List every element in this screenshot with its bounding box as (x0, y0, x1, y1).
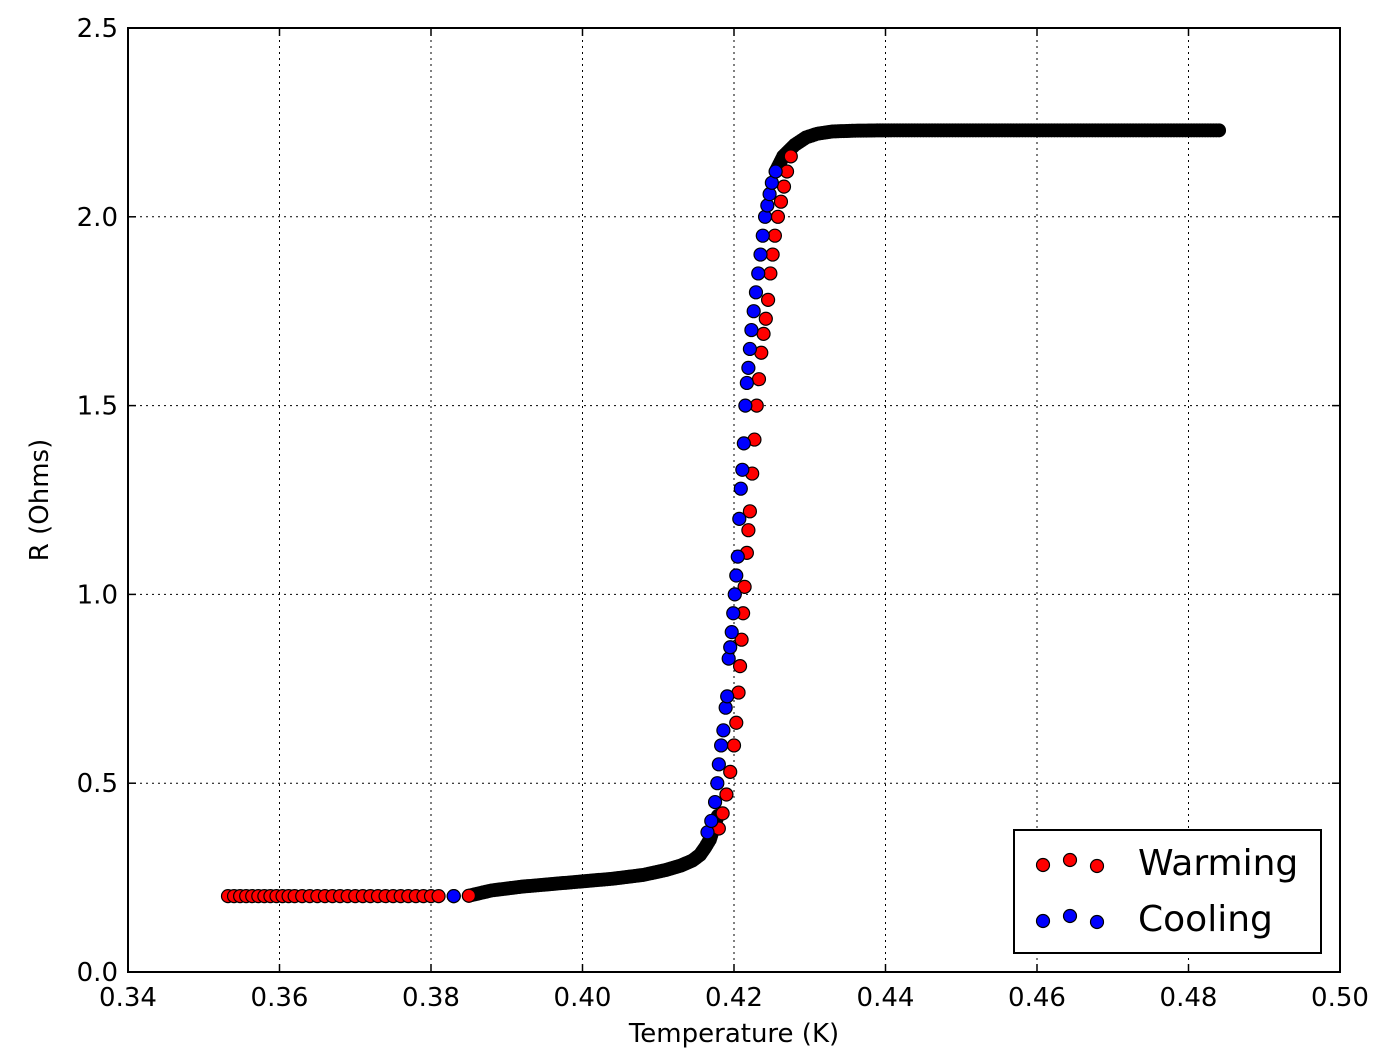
cooling-point (716, 723, 731, 738)
warming-point (729, 715, 744, 730)
cooling-point (724, 625, 739, 640)
warming-point (737, 579, 752, 594)
warming-point (767, 228, 783, 243)
warming-point (760, 292, 776, 307)
y-tick-label: 1.5 (77, 392, 118, 422)
x-tick-label: 0.34 (99, 983, 157, 1013)
warming-point (776, 179, 792, 194)
cooling-point (710, 776, 725, 791)
cooling-point (748, 285, 764, 300)
warming-point (756, 326, 771, 341)
warming-point (715, 806, 730, 821)
warming-point (770, 209, 786, 224)
y-tick-label: 1.0 (77, 580, 118, 610)
cooling-point (711, 757, 726, 772)
cooling-point (760, 198, 775, 213)
warming-point (726, 738, 742, 753)
x-tick-label: 0.50 (1311, 983, 1369, 1013)
x-tick-label: 0.38 (402, 983, 460, 1013)
x-tick-label: 0.46 (1008, 983, 1066, 1013)
cooling-point (742, 341, 758, 357)
legend: Warming Cooling (1013, 829, 1322, 954)
legend-label-warming: Warming (1138, 843, 1298, 884)
warming-point (751, 372, 767, 387)
legend-box (1013, 829, 1322, 954)
legend-label-cooling: Cooling (1138, 899, 1273, 940)
cooling-point (733, 481, 748, 496)
warming-point (773, 194, 789, 209)
legend-marker-cooling (1089, 914, 1105, 930)
legend-marker-warming (1089, 858, 1105, 874)
cooling-point (741, 360, 756, 375)
cooling-point (757, 209, 773, 224)
y-tick-label: 2.5 (77, 14, 118, 44)
cooling-point (738, 398, 753, 413)
warming-point (431, 889, 446, 904)
data-points (220, 123, 1227, 904)
x-tick-label: 0.40 (554, 983, 612, 1013)
cooling-point (714, 738, 729, 753)
y-tick-labels: 0.0 0.5 1.0 1.5 2.0 2.5 (77, 14, 118, 988)
x-tick-labels: 0.34 0.36 0.38 0.40 0.42 0.44 0.46 0.48 0.50 (99, 983, 1369, 1013)
warming-point (732, 659, 748, 674)
warming-point (741, 523, 756, 538)
cooling-point (704, 813, 719, 829)
warming-point (758, 311, 773, 326)
cooling-point (762, 187, 777, 202)
warming-point (783, 149, 798, 164)
cooling-point (720, 689, 735, 704)
warming-point (723, 764, 738, 779)
cooling-point (732, 511, 747, 526)
cooling-point (707, 794, 723, 810)
cooling-point (739, 375, 754, 391)
legend-marker-cooling (1035, 913, 1051, 929)
warming-point (461, 888, 476, 903)
cooling-point (727, 587, 742, 602)
cooling-point (736, 436, 751, 451)
cooling-point (726, 606, 741, 621)
x-tick-label: 0.44 (857, 983, 915, 1013)
y-tick-label: 2.0 (77, 203, 118, 233)
overlap-point (1212, 123, 1227, 138)
cooling-point (753, 247, 768, 262)
warming-point (719, 787, 734, 802)
cooling-point (729, 568, 744, 583)
axis-ticks (127, 27, 1341, 973)
cooling-point (730, 549, 745, 564)
cooling-point (751, 266, 766, 281)
warming-point (734, 632, 749, 647)
cooling-point (768, 164, 783, 179)
x-tick-label: 0.48 (1160, 983, 1218, 1013)
x-tick-label: 0.42 (705, 983, 763, 1013)
cooling-point (735, 462, 750, 477)
cooling-point (746, 304, 761, 319)
legend-marker-warming (1062, 852, 1078, 868)
cooling-point (744, 322, 759, 338)
cooling-point (446, 889, 461, 904)
warming-point (742, 504, 758, 519)
warming-point (763, 266, 778, 281)
legend-marker-warming (1035, 857, 1051, 873)
warming-point (765, 247, 780, 262)
legend-marker-cooling (1062, 908, 1078, 924)
x-tick-label: 0.36 (251, 983, 309, 1013)
y-axis-label: R (Ohms) (25, 439, 55, 561)
y-tick-label: 0.5 (77, 769, 118, 799)
x-axis-label: Temperature (K) (628, 1019, 839, 1049)
cooling-point (723, 640, 738, 655)
y-tick-label: 0.0 (77, 958, 118, 988)
cooling-point (755, 228, 770, 243)
